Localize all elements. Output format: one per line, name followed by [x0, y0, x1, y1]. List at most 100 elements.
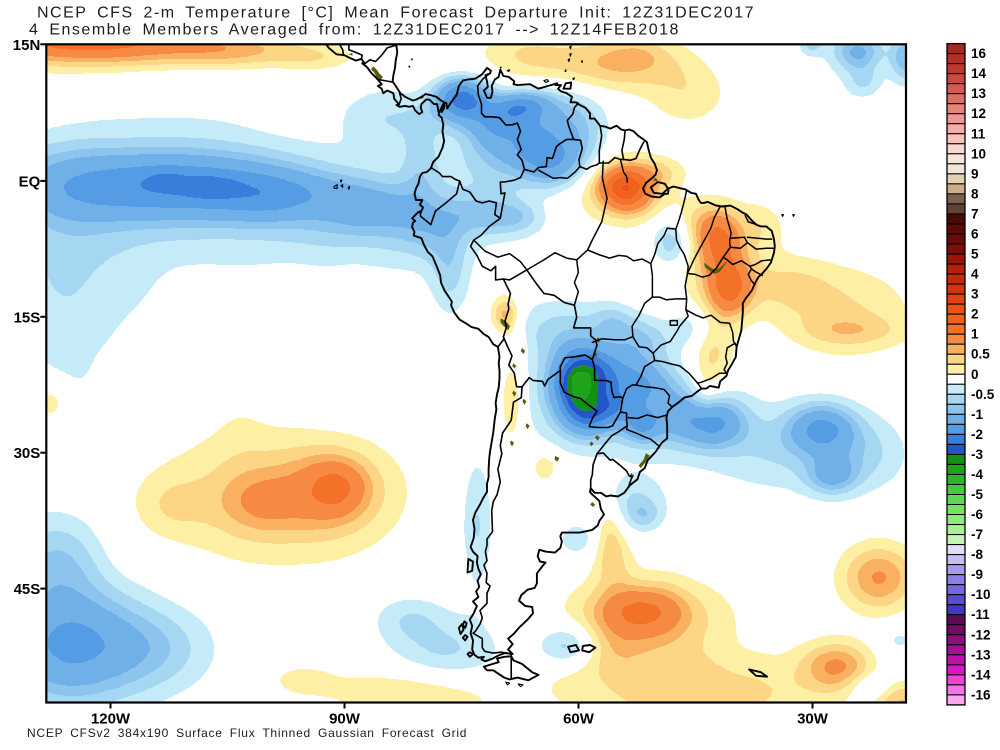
colorbar-cell [946, 303, 966, 315]
state-border [686, 205, 721, 275]
colorbar-cell [946, 664, 966, 676]
islet-coastline [580, 60, 583, 63]
state-border [650, 227, 668, 265]
contour-band [567, 365, 598, 411]
colorbar-label: 7 [971, 206, 979, 221]
lake [512, 390, 517, 397]
island-coastline [466, 651, 474, 658]
lake [525, 423, 530, 430]
state-border [472, 239, 528, 271]
colorbar-label: -6 [971, 507, 983, 522]
lake [594, 435, 600, 441]
contour-band [612, 177, 640, 199]
colorbar-cell [946, 453, 966, 465]
colorbar-cell [946, 624, 966, 636]
state-border [744, 214, 757, 226]
state-border [749, 265, 764, 277]
contour-band [46, 44, 907, 703]
colorbar-cell [946, 494, 966, 506]
state-border [723, 342, 736, 374]
lake [703, 261, 727, 274]
colorbar-cell [946, 684, 966, 696]
lake [371, 66, 384, 81]
country-border [364, 44, 397, 65]
island-coastline [649, 181, 669, 195]
state-border [685, 309, 736, 345]
contour-fill-layer [567, 365, 598, 411]
colorbar-label: -7 [971, 527, 983, 542]
colorbar-cell [946, 343, 966, 355]
colorbar-cell [946, 403, 966, 415]
country-border [589, 453, 598, 489]
colorbar-cell [946, 554, 966, 566]
colorbar-cell [946, 113, 966, 125]
contour-fill-layer [572, 372, 591, 400]
state-borders-layer [472, 158, 775, 447]
colorbar-cell [946, 423, 966, 435]
state-border [746, 236, 773, 240]
colorbar-label: 4 [971, 267, 979, 282]
y-tick-label: 15N [13, 37, 41, 54]
colorbar-label: -1 [971, 407, 983, 422]
colorbar-cell [946, 243, 966, 255]
lake [348, 52, 353, 56]
coastline [411, 66, 776, 663]
colorbar-label: 13 [971, 86, 987, 101]
lake [554, 455, 560, 462]
country-border [621, 129, 626, 161]
coastline [325, 44, 446, 116]
state-border [652, 309, 689, 354]
colorbar-label: -10 [971, 587, 991, 602]
country-border [503, 338, 523, 388]
islet-coastline [333, 184, 338, 189]
state-border [591, 336, 633, 344]
islet-coastline [543, 79, 550, 83]
islet-coastline [792, 214, 795, 217]
map-title-line1: NCEP CFS 2-m Temperature [°C] Mean Forec… [37, 5, 755, 22]
colorbar-label: -3 [971, 447, 983, 462]
contour-band [46, 44, 907, 703]
colorbar-cell [946, 383, 966, 395]
country-border [419, 180, 461, 226]
colorbar-label: 2 [971, 307, 979, 322]
contour-fill-layer [563, 360, 609, 418]
islet-coastline [410, 58, 413, 61]
colorbar-cell [946, 393, 966, 405]
islet-coastline [408, 65, 411, 68]
colorbar-label: 16 [971, 46, 987, 61]
state-border [729, 241, 775, 250]
source-note: NCEP CFSv2 384x190 Surface Flux Thinned … [27, 726, 467, 740]
lake [522, 398, 527, 405]
colorbar-cell [946, 213, 966, 225]
state-border [537, 165, 581, 180]
colorbar-cell [946, 574, 966, 586]
island-coastline [567, 644, 580, 654]
state-border [747, 268, 756, 286]
x-tick-label: 120W [91, 711, 131, 728]
country-border [596, 411, 629, 455]
country-border [441, 101, 445, 113]
colorbar-cell [946, 73, 966, 85]
colorbar-cell [946, 273, 966, 285]
colorbar-cell [946, 173, 966, 185]
colorbar-cell [946, 634, 966, 646]
colorbar-label: 6 [971, 226, 979, 241]
colorbar-label: -14 [971, 667, 991, 682]
islet-coastline [506, 69, 511, 73]
colorbar-cell [946, 353, 966, 365]
y-tick-label: 15S [14, 309, 41, 326]
axes: 15N EQ 15S 30S 45S 120W 90W 60W 30W [13, 37, 829, 728]
colorbar-cell [946, 644, 966, 656]
colorbar-label: -13 [971, 647, 991, 662]
state-border [586, 160, 608, 251]
colorbar-cell [946, 103, 966, 115]
colorbar-cell [946, 63, 966, 75]
state-border [666, 189, 688, 230]
state-border [686, 256, 725, 278]
x-tick-label: 60W [563, 711, 595, 728]
colorbar-cell [946, 694, 966, 706]
colorbar-cell [946, 293, 966, 305]
contour-fill-layer [622, 184, 630, 192]
